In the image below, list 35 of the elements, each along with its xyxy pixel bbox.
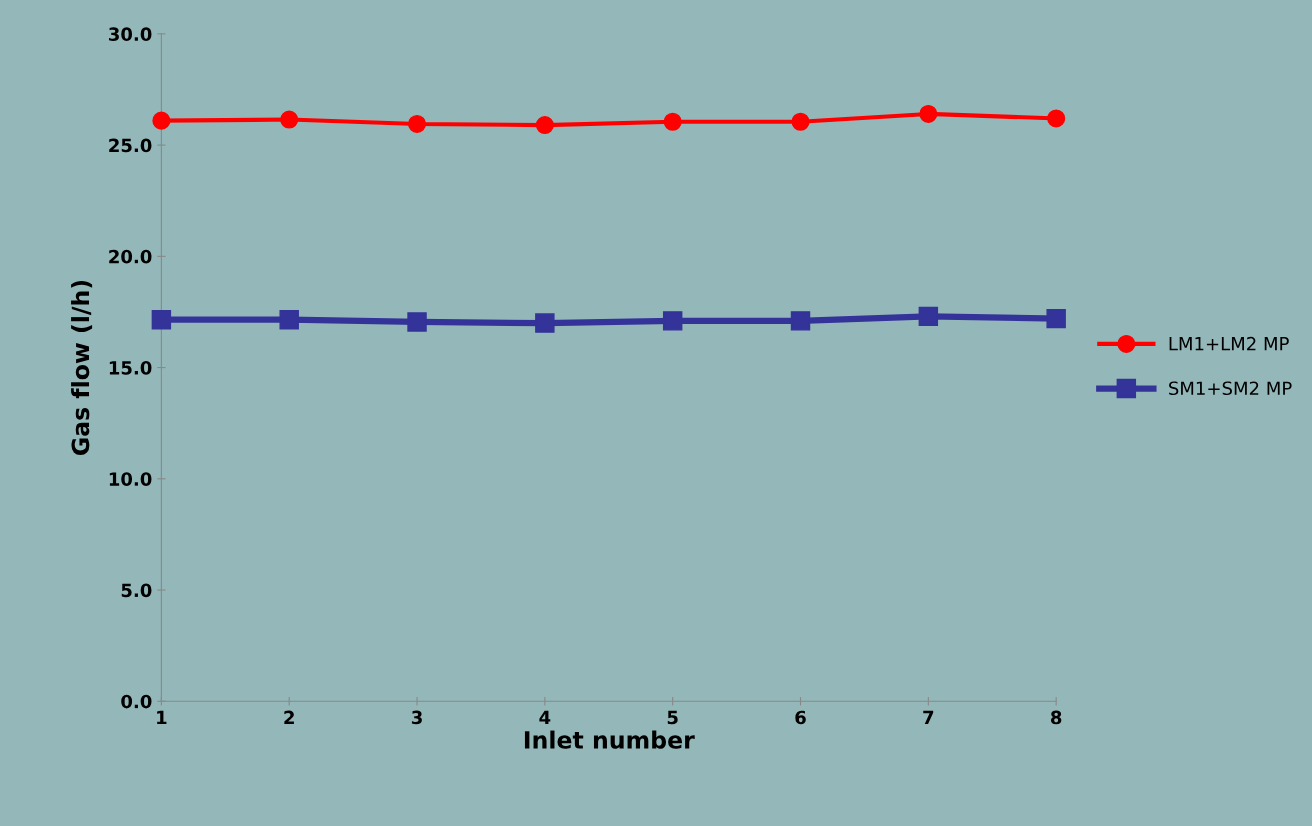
point [152, 111, 171, 130]
point [790, 311, 811, 331]
point [407, 312, 427, 332]
x-tick-label: 7 [923, 710, 934, 725]
x-axis-title: Inlet number [524, 730, 695, 749]
point [151, 310, 172, 330]
x-tick-label: 2 [284, 710, 294, 725]
x-tick-label: 4 [539, 710, 551, 725]
point [791, 112, 810, 131]
y-axis-title: Gas flow (l/h) [71, 280, 93, 456]
y-tick-label: 20.0 [109, 249, 152, 264]
x-tick-label: 6 [795, 710, 806, 725]
point [662, 311, 683, 331]
y-tick-label: 0.0 [121, 694, 152, 709]
point [535, 313, 555, 333]
y-tick-label: 5.0 [121, 583, 152, 598]
point [663, 112, 682, 131]
point [1046, 308, 1066, 329]
x-tick-label: 1 [157, 710, 167, 725]
x-tick-label: 5 [667, 710, 678, 725]
x-tick-label: 3 [411, 710, 422, 725]
point [280, 110, 299, 129]
y-tick-label: 25.0 [109, 138, 152, 153]
point [919, 104, 938, 123]
legend-label: LM1+LM2 MP [1169, 336, 1289, 351]
point [535, 116, 554, 135]
y-tick-label: 30.0 [109, 27, 152, 41]
point [279, 310, 299, 330]
y-tick-label: 10.0 [109, 472, 152, 486]
y-tick-label: 15.0 [109, 361, 152, 375]
legend-label: SM1+SM2 MP [1169, 381, 1292, 396]
point [408, 114, 427, 133]
x-tick-label: 8 [1050, 710, 1062, 725]
point [1047, 109, 1066, 128]
point [918, 306, 939, 327]
